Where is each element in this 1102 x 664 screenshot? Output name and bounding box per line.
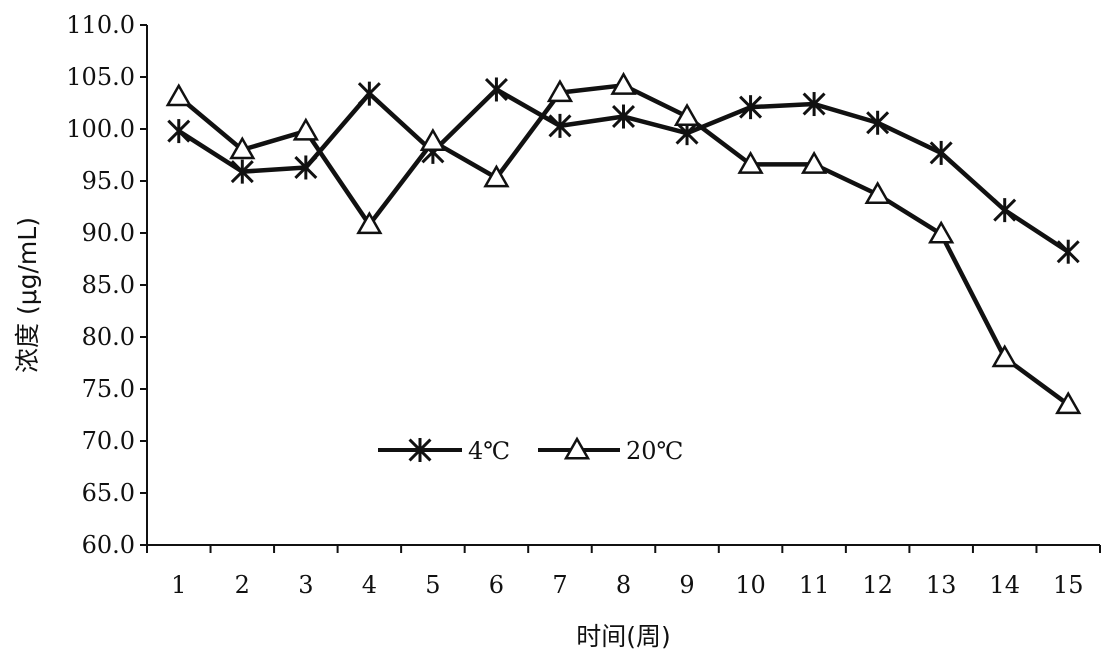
data-point-20c (928, 220, 955, 244)
x-tick-label: 12 (862, 571, 893, 599)
x-axis-title: 时间(周) (576, 622, 671, 651)
data-point-20c (800, 150, 828, 174)
data-point-4c (548, 113, 572, 138)
legend-label-4c: 4℃ (468, 437, 510, 465)
legend-asterisk-icon (408, 438, 432, 462)
y-tick-label: 95.0 (82, 167, 135, 195)
data-point-20c (1055, 391, 1082, 415)
y-axis-title: 浓度 (μg/mL) (13, 217, 42, 373)
axes (146, 25, 1100, 546)
data-point-4c (1056, 239, 1080, 264)
data-point-4c (357, 81, 381, 106)
data-point-20c (165, 83, 192, 107)
x-tick-label: 7 (552, 571, 567, 599)
data-point-4c (993, 198, 1017, 223)
x-tick-label: 15 (1053, 571, 1084, 599)
data-point-4c (294, 155, 318, 180)
data-point-20c (610, 71, 637, 95)
y-tick-label: 65.0 (82, 479, 135, 507)
data-point-20c (673, 103, 701, 127)
x-tick-label: 1 (171, 571, 186, 599)
y-ticks: 60.0 65.0 70.0 75.0 80.0 85.0 90.0 95.0 100.0 105… (66, 11, 147, 559)
legend-marker-asterisk-icon (408, 438, 432, 462)
y-tick-label: 75.0 (82, 375, 135, 403)
x-tick-label: 11 (799, 571, 830, 599)
data-point-4c (230, 159, 254, 184)
data-point-20c (546, 79, 574, 103)
data-point-4c (929, 140, 953, 165)
data-point-4c (484, 77, 508, 102)
x-tick-label: 8 (616, 571, 631, 599)
data-point-20c (292, 117, 319, 141)
legend-triangle-icon (563, 436, 591, 460)
legend-marker-triangle-icon (563, 436, 591, 460)
y-tick-label: 85.0 (82, 271, 135, 299)
x-tick-label: 14 (989, 571, 1020, 599)
data-point-20c (483, 164, 510, 188)
data-point-20c (991, 344, 1018, 368)
series-layer (165, 71, 1082, 415)
x-tick-label: 10 (735, 571, 766, 599)
x-ticks: 1 2 3 4 5 6 7 8 9 10 11 12 13 14 15 (146, 545, 1101, 599)
x-tick-label: 4 (362, 571, 377, 599)
legend-label-20c: 20℃ (626, 437, 683, 465)
data-point-4c (866, 110, 890, 135)
data-point-4c (739, 95, 763, 120)
data-point-20c (737, 150, 764, 174)
y-tick-label: 70.0 (82, 427, 135, 455)
data-point-20c (864, 181, 891, 205)
y-tick-label: 80.0 (82, 323, 135, 351)
y-tick-label: 105.0 (66, 63, 135, 91)
x-tick-label: 2 (235, 571, 250, 599)
x-tick-label: 9 (679, 571, 694, 599)
data-point-4c (802, 92, 826, 117)
data-point-4c (611, 104, 636, 129)
x-tick-label: 13 (926, 571, 957, 599)
y-tick-label: 90.0 (82, 219, 135, 247)
y-tick-label: 60.0 (82, 531, 135, 559)
data-point-20c (419, 127, 447, 151)
x-tick-label: 6 (489, 571, 504, 599)
data-point-20c (229, 136, 256, 160)
data-point-20c (356, 211, 383, 235)
y-tick-label: 110.0 (66, 11, 135, 39)
data-point-4c (167, 119, 191, 144)
y-tick-label: 100.0 (66, 115, 135, 143)
legend: 4℃ 20℃ (378, 436, 683, 465)
x-tick-label: 3 (298, 571, 313, 599)
x-tick-label: 5 (425, 571, 440, 599)
